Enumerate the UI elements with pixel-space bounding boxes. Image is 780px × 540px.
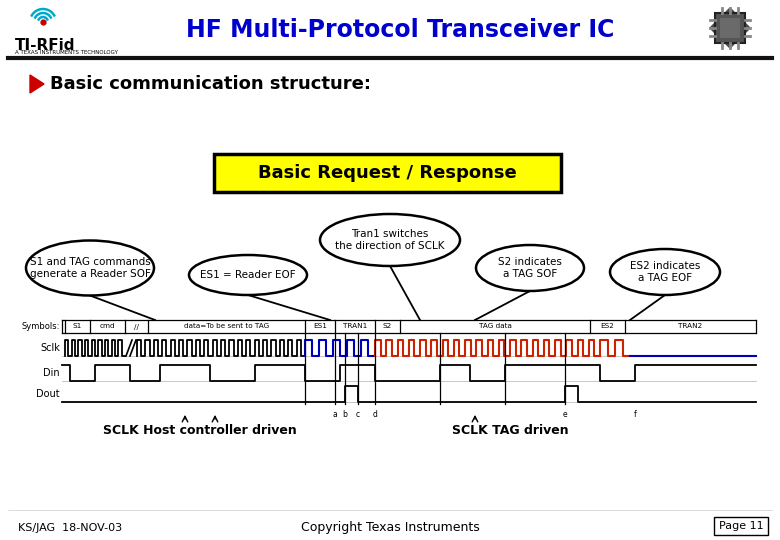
Ellipse shape bbox=[189, 255, 307, 295]
Text: TRAN1: TRAN1 bbox=[343, 323, 367, 329]
Ellipse shape bbox=[476, 245, 584, 291]
FancyBboxPatch shape bbox=[715, 13, 745, 43]
Text: //: // bbox=[134, 323, 139, 329]
Text: ES1: ES1 bbox=[313, 323, 327, 329]
Text: TI-RFid: TI-RFid bbox=[15, 38, 76, 53]
Text: ES2: ES2 bbox=[601, 323, 615, 329]
Text: ES2 indicates
a TAG EOF: ES2 indicates a TAG EOF bbox=[629, 261, 700, 283]
Text: data=To be sent to TAG: data=To be sent to TAG bbox=[184, 323, 269, 329]
FancyBboxPatch shape bbox=[714, 517, 768, 535]
Text: Sclk: Sclk bbox=[40, 343, 60, 353]
Text: A TEXAS INSTRUMENTS TECHNOLOGY: A TEXAS INSTRUMENTS TECHNOLOGY bbox=[15, 50, 118, 55]
Text: S1: S1 bbox=[73, 323, 82, 329]
Text: Page 11: Page 11 bbox=[718, 521, 764, 531]
Text: Copyright Texas Instruments: Copyright Texas Instruments bbox=[300, 522, 480, 535]
Text: HF Multi-Protocol Transceiver IC: HF Multi-Protocol Transceiver IC bbox=[186, 18, 614, 42]
Text: Basic Request / Response: Basic Request / Response bbox=[258, 164, 517, 182]
Text: TAG data: TAG data bbox=[479, 323, 512, 329]
Ellipse shape bbox=[26, 240, 154, 295]
Polygon shape bbox=[30, 75, 44, 93]
Text: Symbols:: Symbols: bbox=[22, 322, 60, 331]
FancyBboxPatch shape bbox=[214, 154, 561, 192]
Text: b: b bbox=[342, 410, 347, 419]
FancyBboxPatch shape bbox=[720, 18, 740, 38]
Text: TRAN2: TRAN2 bbox=[678, 323, 702, 329]
Text: S2 indicates
a TAG SOF: S2 indicates a TAG SOF bbox=[498, 257, 562, 279]
Ellipse shape bbox=[610, 249, 720, 295]
Text: a: a bbox=[332, 410, 338, 419]
Text: d: d bbox=[373, 410, 378, 419]
Text: Dout: Dout bbox=[37, 389, 60, 399]
Text: ES1 = Reader EOF: ES1 = Reader EOF bbox=[200, 270, 296, 280]
Text: KS/JAG  18-NOV-03: KS/JAG 18-NOV-03 bbox=[18, 523, 122, 533]
Text: S1 and TAG commands
generate a Reader SOF: S1 and TAG commands generate a Reader SO… bbox=[30, 257, 151, 279]
Text: cmd: cmd bbox=[100, 323, 115, 329]
Text: f: f bbox=[633, 410, 636, 419]
Text: S2: S2 bbox=[383, 323, 392, 329]
Text: Basic communication structure:: Basic communication structure: bbox=[50, 75, 371, 93]
Polygon shape bbox=[710, 8, 750, 48]
Text: e: e bbox=[562, 410, 567, 419]
Ellipse shape bbox=[320, 214, 460, 266]
Text: SCLK Host controller driven: SCLK Host controller driven bbox=[103, 423, 297, 436]
Text: SCLK TAG driven: SCLK TAG driven bbox=[452, 423, 569, 436]
Text: Tran1 switches
the direction of SCLK: Tran1 switches the direction of SCLK bbox=[335, 229, 445, 251]
Text: c: c bbox=[356, 410, 360, 419]
Text: Din: Din bbox=[44, 368, 60, 378]
